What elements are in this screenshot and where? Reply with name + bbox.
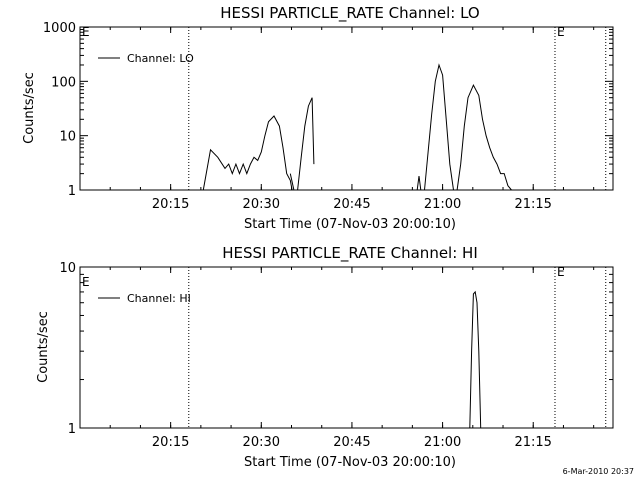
x-tick-label: 21:15 [514, 197, 551, 212]
legend-label: Channel: LO [127, 52, 194, 65]
x-tick-label: 21:15 [514, 435, 551, 450]
plot-frame [79, 26, 614, 191]
series-layer [202, 63, 512, 191]
plot-frame [79, 266, 614, 429]
tick-layer: 20:15 20:30 20:45 21:00 21:15 1 10 100 1000 [43, 21, 613, 212]
vline-layer: E [188, 25, 607, 190]
series-line [289, 173, 295, 191]
series-line [202, 115, 293, 191]
series-line [424, 63, 454, 191]
y-tick-label: 1000 [43, 21, 76, 36]
series-line [416, 176, 422, 191]
x-axis-label: Start Time (07-Nov-03 20:00:10) [244, 455, 456, 470]
vline-layer: E [188, 265, 607, 428]
y-tick-label: 1 [68, 422, 76, 437]
series-line [297, 97, 315, 191]
legend-label: Channel: HI [127, 292, 191, 305]
series-line [469, 290, 482, 429]
tick-layer: 20:15 20:30 20:45 21:00 21:15 1 10 [59, 261, 613, 450]
x-tick-label: 21:00 [424, 197, 461, 212]
chart-title: HESSI PARTICLE_RATE Channel: HI [222, 244, 478, 263]
series-layer [469, 290, 482, 429]
event-marker-label: E [557, 25, 565, 39]
footer-timestamp: 6-Mar-2010 20:37 [562, 467, 634, 476]
x-tick-label: 20:30 [243, 197, 280, 212]
y-tick-label: 10 [59, 130, 76, 145]
y-tick-label: 1 [68, 184, 76, 199]
x-tick-label: 20:30 [243, 435, 280, 450]
y-axis-label: Counts/sec [22, 72, 37, 144]
series-line [456, 84, 512, 191]
y-axis-label: Counts/sec [36, 311, 51, 383]
x-tick-label: 20:15 [152, 197, 189, 212]
x-axis-label: Start Time (07-Nov-03 20:00:10) [244, 217, 456, 232]
x-tick-label: 20:45 [333, 197, 370, 212]
y-tick-label: 10 [59, 261, 76, 276]
x-tick-label: 20:45 [333, 435, 370, 450]
x-tick-label: 20:15 [152, 435, 189, 450]
y-tick-label: 100 [51, 75, 76, 90]
corner-marker-label: E [82, 275, 90, 289]
event-marker-label: E [557, 265, 565, 279]
chart-title: HESSI PARTICLE_RATE Channel: LO [220, 4, 479, 23]
panel-lo: HESSI PARTICLE_RATE Channel: LO Start Ti… [22, 4, 614, 232]
x-tick-label: 21:00 [424, 435, 461, 450]
corner-marker-label: E [82, 25, 90, 39]
panel-hi: HESSI PARTICLE_RATE Channel: HI Start Ti… [36, 244, 614, 470]
